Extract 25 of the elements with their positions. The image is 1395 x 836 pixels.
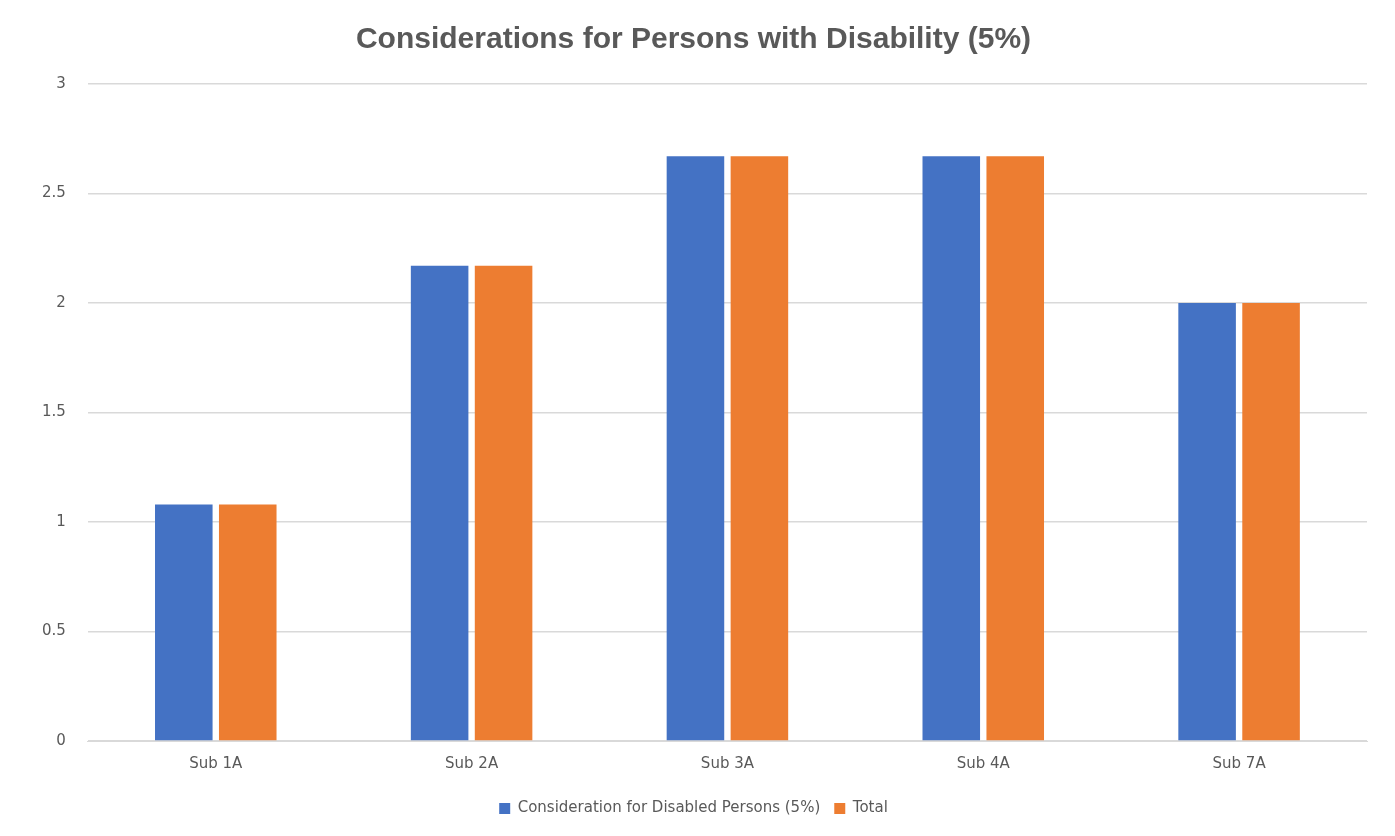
bar [474, 265, 533, 741]
legend-label: Consideration for Disabled Persons (5%) [517, 798, 821, 817]
y-tick-label: 0 [56, 730, 66, 749]
bar [155, 504, 213, 741]
y-tick-label: 2.5 [42, 183, 66, 202]
y-tick-label: 2 [56, 292, 66, 311]
bar [666, 156, 725, 741]
x-tick-label: Sub 4A [956, 753, 1011, 772]
bar [922, 156, 981, 741]
x-tick-label: Sub 1A [189, 753, 244, 772]
y-tick-label: 0.5 [42, 621, 66, 640]
bar [1178, 303, 1236, 741]
chart-title: Considerations for Persons with Disability (5%) [355, 21, 1032, 55]
bar [730, 156, 789, 741]
legend-label: Total [851, 798, 888, 817]
x-tick-label: Sub 7A [1212, 753, 1267, 772]
y-tick-label: 1.5 [42, 402, 66, 421]
bar [218, 504, 277, 741]
x-tick-label: Sub 2A [445, 753, 499, 772]
bar [1242, 303, 1300, 741]
y-tick-label: 1 [56, 511, 66, 530]
bar [986, 156, 1045, 741]
y-tick-label: 3 [56, 73, 66, 92]
x-tick-label: Sub 3A [700, 753, 755, 772]
bar [410, 265, 469, 741]
